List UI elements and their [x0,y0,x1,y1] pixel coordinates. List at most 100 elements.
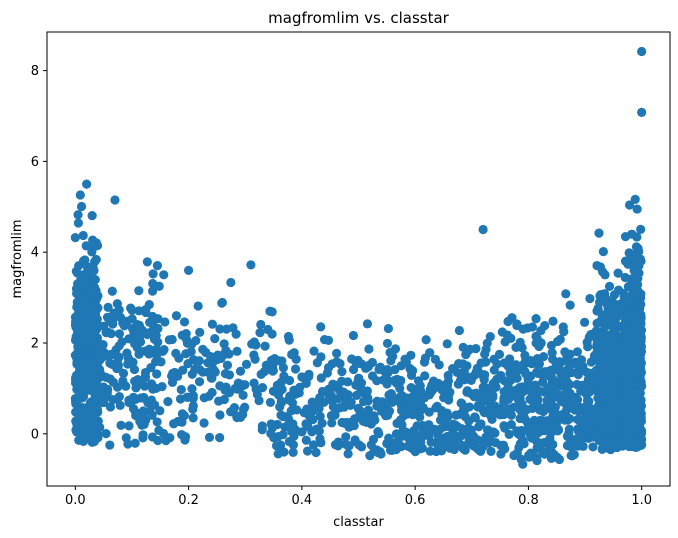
data-point [274,356,284,366]
data-point [114,341,124,351]
data-point [382,379,392,389]
data-point [331,404,341,414]
data-point [497,327,507,337]
data-point [147,286,158,296]
data-point [122,348,132,358]
data-point [628,364,639,374]
data-point [148,384,158,394]
data-point [186,346,196,357]
data-point [116,420,126,430]
data-point [351,359,362,369]
data-point [73,210,83,220]
data-point [78,374,88,384]
data-point [576,386,586,396]
data-point [627,436,637,446]
data-point [601,375,612,386]
data-point [287,349,297,360]
data-point [597,444,607,454]
data-point [421,335,431,345]
data-point [319,335,330,345]
data-point [488,379,498,389]
data-point [582,337,592,347]
data-point [84,296,94,307]
data-point [78,230,88,241]
data-point [460,412,470,422]
data-point [327,418,337,428]
data-point [634,346,644,356]
data-point [553,425,564,435]
data-point [536,326,546,336]
data-point [442,339,452,349]
data-point [332,348,342,358]
data-point [399,410,409,421]
data-point [490,428,500,438]
data-point [623,295,633,306]
data-point [221,324,232,334]
data-point [284,335,294,345]
data-point [476,358,486,368]
data-point [89,266,99,276]
data-point [449,430,459,440]
data-point [552,452,562,462]
data-point [449,444,459,455]
data-point [338,387,349,397]
data-point [465,344,475,354]
data-point [144,344,154,354]
data-point [317,418,327,428]
data-point [542,395,552,406]
data-point [195,327,205,337]
data-point [255,327,265,338]
data-point [356,442,367,452]
data-point [547,348,557,358]
data-point [315,434,325,444]
data-point [349,420,359,431]
y-axis: 0 2 4 6 8 [31,64,47,442]
data-point [528,449,538,459]
data-point [160,317,170,327]
data-point [622,410,632,420]
data-point [603,353,614,363]
data-point [136,393,146,403]
data-point [164,335,174,345]
data-point [188,401,198,411]
data-point [506,420,516,430]
data-point [489,354,499,364]
data-point [363,405,373,415]
data-point [156,357,166,367]
data-point [210,334,220,344]
data-point [145,406,155,416]
data-point [463,372,473,382]
data-point [288,447,298,457]
data-point [302,446,313,456]
data-point [485,332,495,342]
data-point [289,431,299,441]
data-point [157,382,167,392]
data-point [425,446,435,456]
data-point [149,315,159,325]
data-point [460,405,470,415]
data-point [538,448,548,458]
data-point [463,423,473,434]
y-tick-label: 2 [31,336,39,351]
data-point [351,380,361,390]
data-point [632,204,642,214]
data-point [582,395,593,406]
data-point [158,428,169,439]
data-point [613,363,624,374]
data-point [276,440,286,450]
data-point [105,402,116,412]
data-point [187,384,197,394]
data-point [131,410,141,421]
data-point [326,391,336,401]
data-point [367,357,378,368]
data-point [285,393,296,403]
data-point [454,359,464,369]
data-point [133,375,143,385]
data-point [361,363,371,373]
data-point [82,179,92,189]
data-point [204,432,215,442]
data-point [518,435,528,446]
data-point [213,350,223,360]
data-point [194,377,205,387]
data-point [603,299,614,309]
